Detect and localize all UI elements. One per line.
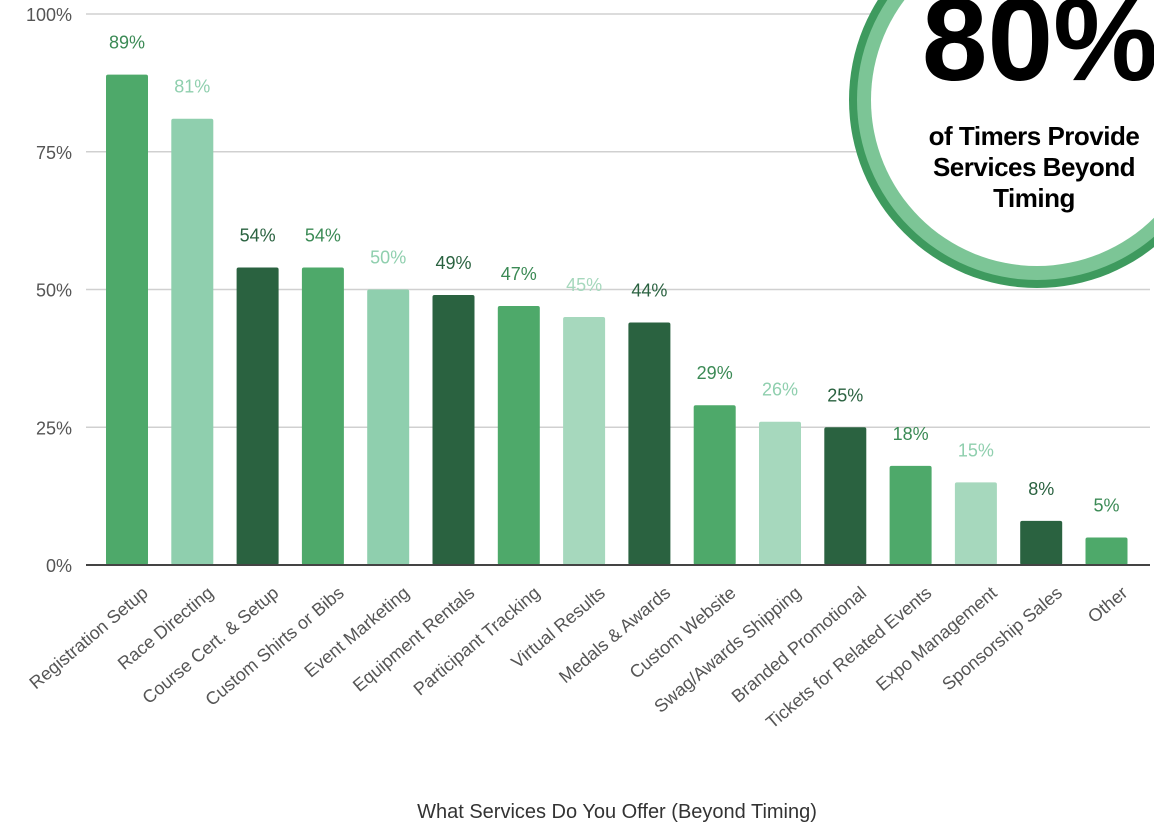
data-label: 89% <box>109 33 145 53</box>
data-label: 47% <box>501 264 537 284</box>
x-tick-label: Other <box>1084 583 1131 627</box>
y-tick-label: 100% <box>26 5 72 25</box>
bar <box>889 465 932 565</box>
badge-caption-line-3: Timing <box>993 183 1075 213</box>
data-label: 54% <box>305 225 341 245</box>
bar <box>106 74 148 566</box>
bar <box>171 118 214 565</box>
bar <box>301 267 344 565</box>
badge-caption-line-1: of Timers Provide <box>929 121 1140 151</box>
y-axis-tick-labels: 0% 25% 50% 75% 100% <box>26 5 72 576</box>
x-tick-label: Expo Management <box>872 583 1001 695</box>
data-label: 15% <box>958 440 994 460</box>
bar <box>693 405 736 565</box>
data-label: 44% <box>631 281 667 301</box>
x-tick-label: Registration Setup <box>25 583 151 694</box>
bar <box>1085 537 1128 565</box>
data-labels: 89% 81% 54% 54% 50% 49% 47% 45% 44% 29% 26% 25% 18% 1… <box>109 33 1120 516</box>
x-tick-label: Sponsorship Sales <box>938 583 1066 695</box>
y-tick-label: 25% <box>36 418 72 438</box>
data-label: 45% <box>566 275 602 295</box>
bar <box>432 295 475 565</box>
data-label: 49% <box>435 253 471 273</box>
x-axis-title: What Services Do You Offer (Beyond Timin… <box>417 801 817 823</box>
x-tick-label: Participant Tracking <box>410 583 544 700</box>
data-label: 29% <box>697 363 733 383</box>
y-tick-label: 0% <box>46 556 72 576</box>
stat-badge: 80% of Timers Provide Services Beyond Ti… <box>849 0 1154 288</box>
data-label: 26% <box>762 380 798 400</box>
data-label: 8% <box>1028 479 1054 499</box>
y-tick-label: 50% <box>36 281 72 301</box>
data-label: 25% <box>827 385 863 405</box>
bar <box>497 306 540 565</box>
x-tick-label: Equipment Rentals <box>349 583 478 696</box>
bar <box>236 267 279 565</box>
bar <box>1020 520 1063 565</box>
bar <box>759 421 801 565</box>
data-label: 81% <box>174 77 210 97</box>
data-label: 50% <box>370 248 406 268</box>
bars <box>106 74 1128 566</box>
y-tick-label: 75% <box>36 143 72 163</box>
x-tick-label: Medals & Awards <box>555 583 674 688</box>
data-label: 54% <box>240 225 276 245</box>
bar <box>824 427 867 565</box>
bar <box>954 482 997 565</box>
data-label: 18% <box>893 424 929 444</box>
bar <box>367 289 410 565</box>
bar <box>563 317 606 565</box>
data-label: 5% <box>1093 495 1119 515</box>
badge-caption-line-2: Services Beyond <box>933 152 1135 182</box>
bar <box>628 322 671 565</box>
badge-inner-circle <box>871 0 1154 266</box>
badge-percentage: 80% <box>922 0 1154 106</box>
